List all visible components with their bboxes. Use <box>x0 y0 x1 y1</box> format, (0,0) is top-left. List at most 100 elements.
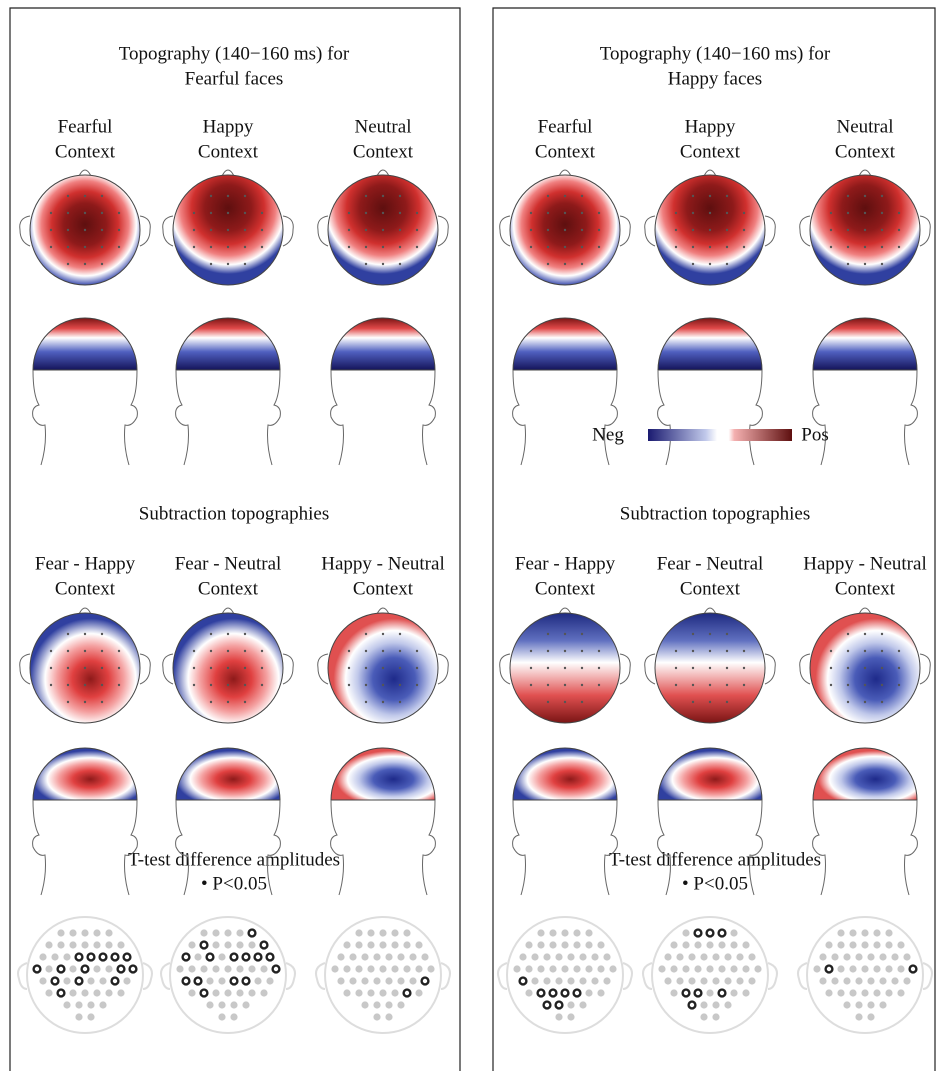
electrode <box>260 228 264 232</box>
electrode <box>567 977 575 985</box>
electrode <box>212 989 220 997</box>
electrode <box>880 700 884 704</box>
electrode <box>563 632 567 636</box>
electrode <box>192 649 196 653</box>
ear <box>285 962 296 990</box>
electrode <box>176 965 184 973</box>
significant-electrode <box>86 952 96 962</box>
electrode <box>546 262 550 266</box>
electrode <box>367 989 375 997</box>
electrode <box>718 965 726 973</box>
electrode <box>867 953 875 961</box>
electrode <box>212 941 220 949</box>
electrode <box>66 666 70 670</box>
significant-electrode <box>560 988 570 998</box>
electrode <box>691 700 695 704</box>
electrode <box>754 965 762 973</box>
electrode <box>742 245 746 249</box>
scalp-map <box>512 747 618 801</box>
electrode <box>585 929 593 937</box>
electrode <box>81 941 89 949</box>
electrode <box>819 977 827 985</box>
electrode <box>212 929 220 937</box>
electrode <box>897 941 905 949</box>
electrode <box>879 953 887 961</box>
electrode <box>831 953 839 961</box>
ear <box>437 653 449 685</box>
electrode <box>861 989 869 997</box>
significant-electrode <box>908 964 918 974</box>
electrode <box>75 1001 83 1009</box>
electrode <box>381 649 385 653</box>
column-label: Fearful <box>58 116 113 137</box>
electrode <box>873 941 881 949</box>
ear <box>19 215 31 247</box>
significant-electrode <box>181 952 191 962</box>
electrode <box>724 953 732 961</box>
electrode <box>591 953 599 961</box>
electrode <box>105 989 113 997</box>
column-label: Happy - Neutral <box>321 553 444 574</box>
electrode <box>224 929 232 937</box>
electrode <box>724 977 732 985</box>
electrode <box>691 194 695 198</box>
electrode <box>708 649 712 653</box>
nose <box>376 169 390 177</box>
electrode <box>243 211 247 215</box>
nose <box>558 607 572 615</box>
electrode <box>361 953 369 961</box>
electrode <box>192 666 196 670</box>
electrode <box>83 228 87 232</box>
electrode <box>674 683 678 687</box>
electrode <box>364 245 368 249</box>
electrode <box>546 700 550 704</box>
electrode <box>379 989 387 997</box>
electrode <box>100 211 104 215</box>
electrode <box>81 989 89 997</box>
ear <box>919 215 931 247</box>
electrode <box>837 989 845 997</box>
significant-electrode <box>74 952 84 962</box>
electrode <box>843 953 851 961</box>
electrode <box>100 262 104 266</box>
electrode <box>725 228 729 232</box>
electrode <box>563 649 567 653</box>
electrode <box>903 977 911 985</box>
electrode <box>863 683 867 687</box>
significant-electrode <box>420 976 430 986</box>
electrode <box>708 245 712 249</box>
electrode <box>736 977 744 985</box>
column-label: Context <box>55 578 116 599</box>
electrode <box>209 245 213 249</box>
electrode <box>373 953 381 961</box>
electrode <box>580 228 584 232</box>
electrode <box>398 228 402 232</box>
electrode <box>66 228 70 232</box>
panel-title: Topography (140−160 ms) for <box>119 43 350 64</box>
electrode <box>688 953 696 961</box>
column-label: Context <box>55 141 116 162</box>
electrode <box>93 989 101 997</box>
scalp-map <box>812 317 918 371</box>
ear <box>162 653 174 685</box>
electrode <box>529 211 533 215</box>
electrode <box>381 228 385 232</box>
electrode <box>664 977 672 985</box>
electrode <box>100 245 104 249</box>
significant-electrode <box>693 928 703 938</box>
electrode <box>391 989 399 997</box>
electrode <box>209 262 213 266</box>
electrode <box>243 683 247 687</box>
electrode <box>243 262 247 266</box>
electrode <box>347 211 351 215</box>
electrode <box>529 649 533 653</box>
electrode <box>580 700 584 704</box>
electrode <box>100 666 104 670</box>
electrode <box>546 666 550 670</box>
significant-electrode <box>247 928 257 938</box>
electrode <box>555 977 563 985</box>
column-label: Context <box>535 141 596 162</box>
electrode <box>658 965 666 973</box>
electrode <box>708 228 712 232</box>
